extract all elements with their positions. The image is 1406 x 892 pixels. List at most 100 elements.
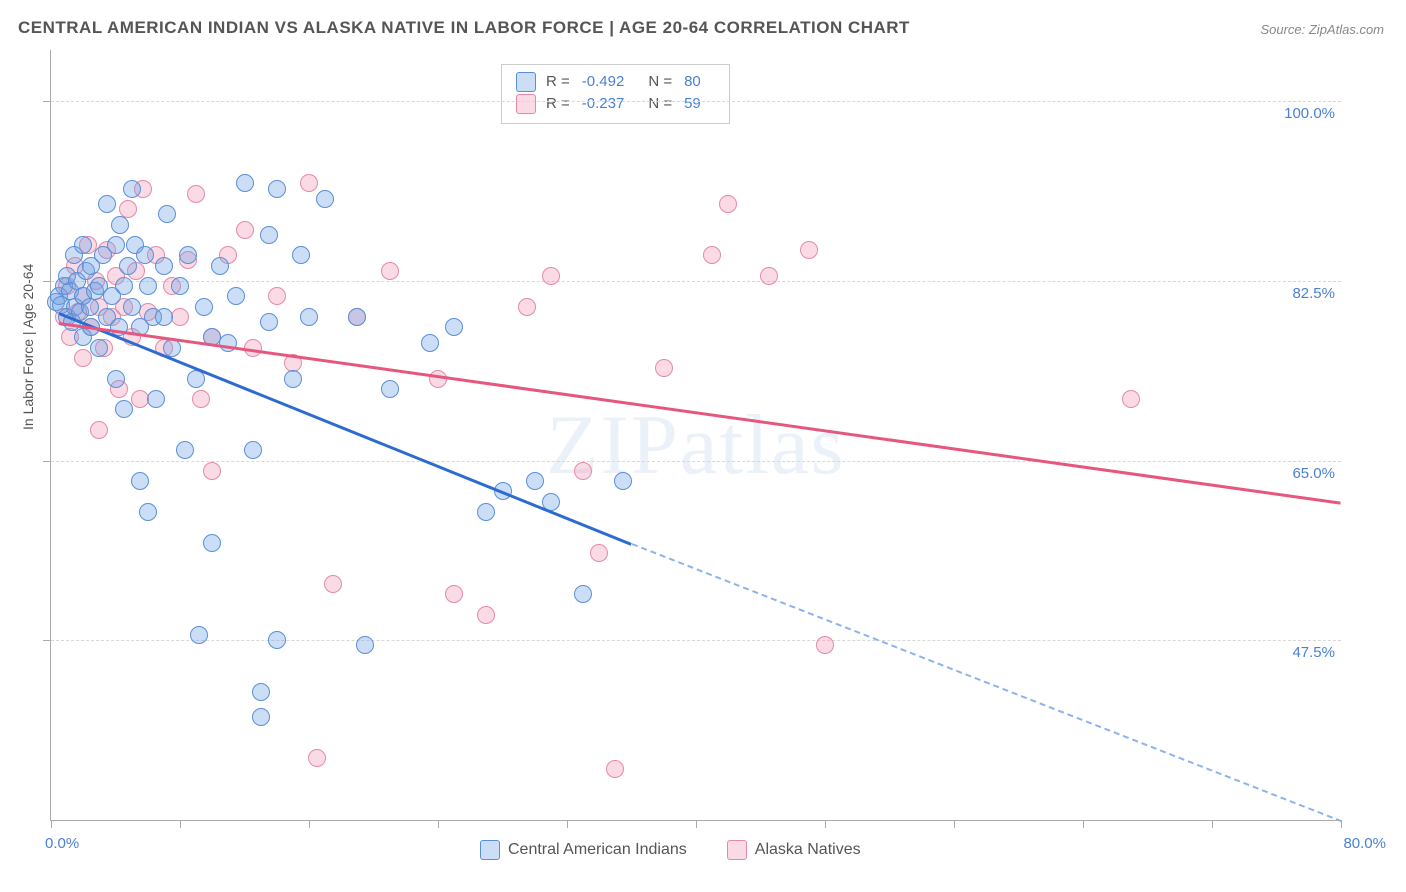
data-point-pink bbox=[760, 267, 778, 285]
data-point-pink bbox=[518, 298, 536, 316]
data-point-pink bbox=[542, 267, 560, 285]
y-tick bbox=[43, 101, 51, 102]
x-tick bbox=[51, 820, 52, 828]
y-tick-label: 82.5% bbox=[1292, 285, 1335, 302]
stat-r-label: R = bbox=[546, 93, 570, 115]
x-tick bbox=[696, 820, 697, 828]
data-point-pink bbox=[381, 262, 399, 280]
data-point-pink bbox=[308, 749, 326, 767]
chart-plot-area: ZIPatlas R = -0.492 N = 80 R = -0.237 N … bbox=[50, 50, 1341, 821]
stat-r-label: R = bbox=[546, 71, 570, 93]
data-point-blue bbox=[227, 287, 245, 305]
data-point-pink bbox=[719, 195, 737, 213]
data-point-blue bbox=[477, 503, 495, 521]
legend-label-pink: Alaska Natives bbox=[755, 841, 861, 859]
x-tick bbox=[825, 820, 826, 828]
y-tick-label: 65.0% bbox=[1292, 465, 1335, 482]
y-axis-label: In Labor Force | Age 20-64 bbox=[20, 264, 36, 430]
data-point-blue bbox=[155, 257, 173, 275]
data-point-blue bbox=[123, 180, 141, 198]
data-point-pink bbox=[816, 636, 834, 654]
swatch-blue-icon bbox=[480, 840, 500, 860]
data-point-blue bbox=[81, 298, 99, 316]
legend: Central American Indians Alaska Natives bbox=[480, 840, 861, 860]
stat-n-value-blue: 80 bbox=[684, 71, 701, 93]
y-tick-label: 47.5% bbox=[1292, 644, 1335, 661]
swatch-pink-icon bbox=[516, 94, 536, 114]
data-point-pink bbox=[606, 760, 624, 778]
gridline bbox=[51, 281, 1341, 282]
data-point-blue bbox=[268, 631, 286, 649]
stat-n-label: N = bbox=[648, 71, 672, 93]
data-point-pink bbox=[300, 174, 318, 192]
data-point-blue bbox=[244, 441, 262, 459]
gridline bbox=[51, 640, 1341, 641]
swatch-blue-icon bbox=[516, 72, 536, 92]
y-tick-label: 100.0% bbox=[1284, 105, 1335, 122]
trend-line-blue-dashed bbox=[631, 543, 1341, 822]
data-point-blue bbox=[203, 534, 221, 552]
data-point-blue bbox=[136, 246, 154, 264]
data-point-blue bbox=[158, 205, 176, 223]
data-point-pink bbox=[268, 287, 286, 305]
data-point-blue bbox=[147, 390, 165, 408]
data-point-blue bbox=[195, 298, 213, 316]
data-point-blue bbox=[381, 380, 399, 398]
x-tick bbox=[180, 820, 181, 828]
x-tick bbox=[1212, 820, 1213, 828]
data-point-blue bbox=[123, 298, 141, 316]
stat-n-value-pink: 59 bbox=[684, 93, 701, 115]
gridline bbox=[51, 101, 1341, 102]
source-attribution: Source: ZipAtlas.com bbox=[1260, 22, 1384, 37]
chart-title: CENTRAL AMERICAN INDIAN VS ALASKA NATIVE… bbox=[18, 18, 910, 38]
data-point-pink bbox=[477, 606, 495, 624]
data-point-blue bbox=[356, 636, 374, 654]
legend-item-blue: Central American Indians bbox=[480, 840, 687, 860]
data-point-blue bbox=[171, 277, 189, 295]
data-point-pink bbox=[703, 246, 721, 264]
stat-row-series-2: R = -0.237 N = 59 bbox=[516, 93, 715, 115]
x-tick bbox=[438, 820, 439, 828]
data-point-blue bbox=[348, 308, 366, 326]
data-point-blue bbox=[211, 257, 229, 275]
data-point-blue bbox=[107, 236, 125, 254]
data-point-blue bbox=[139, 277, 157, 295]
stat-row-series-1: R = -0.492 N = 80 bbox=[516, 71, 715, 93]
data-point-blue bbox=[260, 226, 278, 244]
x-axis-min-label: 0.0% bbox=[45, 835, 79, 852]
swatch-pink-icon bbox=[727, 840, 747, 860]
data-point-blue bbox=[574, 585, 592, 603]
x-tick bbox=[567, 820, 568, 828]
data-point-pink bbox=[574, 462, 592, 480]
stat-r-value-blue: -0.492 bbox=[582, 71, 625, 93]
data-point-blue bbox=[300, 308, 318, 326]
stat-r-value-pink: -0.237 bbox=[582, 93, 625, 115]
y-tick bbox=[43, 640, 51, 641]
x-axis-max-label: 80.0% bbox=[1343, 835, 1386, 852]
data-point-blue bbox=[115, 400, 133, 418]
legend-label-blue: Central American Indians bbox=[508, 841, 687, 859]
data-point-blue bbox=[421, 334, 439, 352]
data-point-pink bbox=[1122, 390, 1140, 408]
data-point-blue bbox=[236, 174, 254, 192]
data-point-pink bbox=[90, 421, 108, 439]
data-point-blue bbox=[445, 318, 463, 336]
trend-line-pink bbox=[59, 322, 1341, 505]
data-point-blue bbox=[119, 257, 137, 275]
data-point-blue bbox=[252, 683, 270, 701]
data-point-blue bbox=[74, 236, 92, 254]
data-point-pink bbox=[74, 349, 92, 367]
data-point-pink bbox=[445, 585, 463, 603]
data-point-blue bbox=[179, 246, 197, 264]
x-tick bbox=[309, 820, 310, 828]
data-point-blue bbox=[155, 308, 173, 326]
correlation-stat-box: R = -0.492 N = 80 R = -0.237 N = 59 bbox=[501, 64, 730, 124]
y-tick bbox=[43, 281, 51, 282]
x-tick bbox=[1083, 820, 1084, 828]
data-point-blue bbox=[316, 190, 334, 208]
data-point-blue bbox=[526, 472, 544, 490]
data-point-blue bbox=[292, 246, 310, 264]
data-point-blue bbox=[176, 441, 194, 459]
data-point-pink bbox=[800, 241, 818, 259]
stat-n-label: N = bbox=[648, 93, 672, 115]
